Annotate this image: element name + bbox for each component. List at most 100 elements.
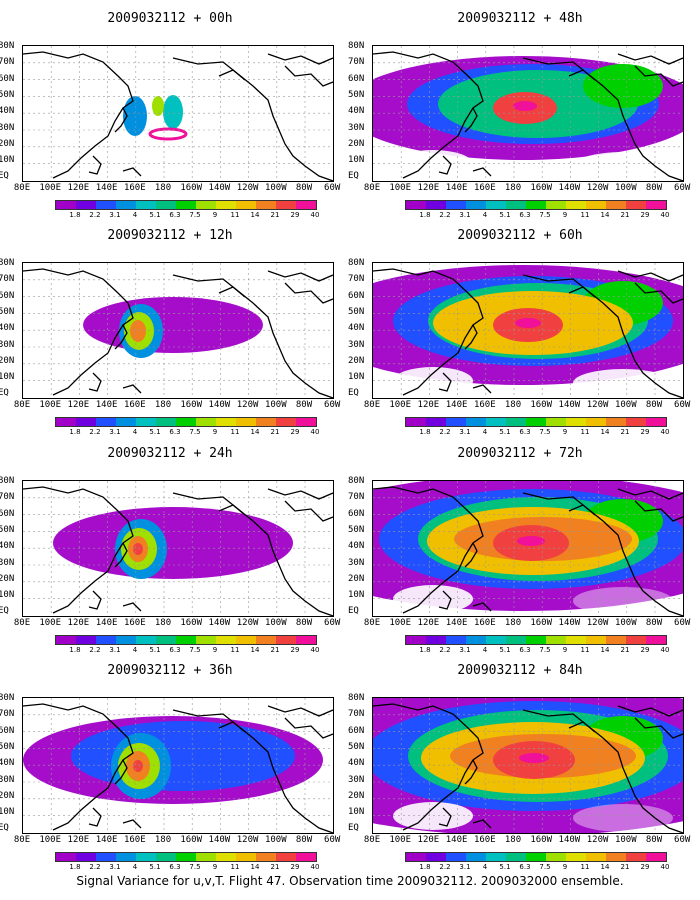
- lon-label: 180: [504, 400, 522, 410]
- colorbar-segment: [176, 201, 196, 209]
- contour-map: [23, 698, 333, 833]
- lon-label: 80W: [295, 183, 313, 193]
- lat-label: EQ: [348, 388, 359, 399]
- colorbar-label: 1.8: [69, 428, 81, 436]
- colorbar-label: 5.1: [149, 863, 161, 871]
- colorbar-label: 9: [212, 211, 218, 219]
- colorbar-label: 6.3: [519, 428, 531, 436]
- lat-label: 50N: [348, 89, 365, 100]
- colorbar-label: 7.5: [189, 646, 201, 654]
- colorbar-label: 9: [562, 211, 568, 219]
- lon-label: 160W: [180, 835, 203, 845]
- lon-label: 80W: [645, 835, 663, 845]
- colorbar: [405, 852, 667, 862]
- lon-label: 100W: [614, 183, 637, 193]
- colorbar-label: 4: [482, 428, 488, 436]
- colorbar-label: 5.1: [499, 428, 511, 436]
- lon-label: 140E: [95, 618, 118, 628]
- lon-label: 80W: [295, 618, 313, 628]
- lon-label: 160W: [530, 835, 553, 845]
- lat-label: 20N: [348, 790, 365, 801]
- lat-label: 20N: [348, 355, 365, 366]
- colorbar-label: 29: [290, 428, 300, 436]
- lat-label: 40N: [348, 106, 365, 117]
- lon-label: 180: [154, 618, 172, 628]
- lon-label: 160E: [473, 835, 496, 845]
- lon-label: 120E: [417, 618, 440, 628]
- lon-label: 120E: [67, 835, 90, 845]
- lon-label: 160W: [180, 400, 203, 410]
- lat-label: 70N: [348, 274, 365, 285]
- colorbar-label: 2.2: [89, 428, 101, 436]
- colorbar-segment: [626, 418, 646, 426]
- colorbar-segment: [296, 853, 316, 861]
- colorbar-label: 14: [600, 863, 610, 871]
- colorbar-label: 21: [270, 428, 280, 436]
- lat-label: 30N: [0, 774, 15, 785]
- colorbar-segment: [586, 636, 606, 644]
- lat-label: 40N: [348, 323, 365, 334]
- colorbar-segment: [176, 636, 196, 644]
- colorbar-label: 14: [250, 863, 260, 871]
- colorbar-label: 7.5: [539, 646, 551, 654]
- contour-map: [373, 698, 683, 833]
- lon-label: 80E: [13, 400, 31, 410]
- colorbar-label: 11: [580, 863, 590, 871]
- colorbar-label: 11: [230, 863, 240, 871]
- colorbar-label: 9: [562, 428, 568, 436]
- colorbar-segment: [276, 853, 296, 861]
- colorbar-segment: [526, 636, 546, 644]
- colorbar-label: 11: [230, 428, 240, 436]
- colorbar-segment: [56, 418, 76, 426]
- lon-label: 140E: [445, 400, 468, 410]
- colorbar-label: 6.3: [169, 428, 181, 436]
- lat-label: 60N: [348, 73, 365, 84]
- lon-label: 180: [504, 835, 522, 845]
- lat-label: 70N: [348, 492, 365, 503]
- lat-label: 40N: [0, 758, 15, 769]
- colorbar-segment: [506, 636, 526, 644]
- colorbar-label: 4: [482, 211, 488, 219]
- colorbar-label: 29: [290, 863, 300, 871]
- colorbar-label: 7.5: [189, 863, 201, 871]
- lat-label: 40N: [0, 323, 15, 334]
- lon-label: 160E: [473, 400, 496, 410]
- lat-label: 20N: [348, 138, 365, 149]
- colorbar-segment: [486, 636, 506, 644]
- colorbar-segment: [506, 201, 526, 209]
- lat-label: 70N: [0, 709, 15, 720]
- colorbar-segment: [56, 201, 76, 209]
- colorbar-label: 9: [562, 646, 568, 654]
- lon-label: 100E: [39, 400, 62, 410]
- map-panel: 2009032112 + 72h 80N 70N 60N 50N 40N 30N 20N 10N…: [348, 440, 690, 655]
- colorbar-label: 29: [640, 863, 650, 871]
- colorbar-label: 6.3: [169, 211, 181, 219]
- colorbar-label: 11: [230, 646, 240, 654]
- lat-label: EQ: [348, 606, 359, 617]
- lat-label: 10N: [0, 372, 15, 383]
- lon-label: 100W: [264, 183, 287, 193]
- lon-label: 140E: [95, 183, 118, 193]
- colorbar-segment: [426, 853, 446, 861]
- lat-label: 40N: [348, 758, 365, 769]
- colorbar-label: 2.2: [439, 863, 451, 871]
- lon-label: 120W: [586, 618, 609, 628]
- colorbar-label: 7.5: [189, 428, 201, 436]
- lat-label: 10N: [0, 155, 15, 166]
- colorbar-label: 29: [640, 211, 650, 219]
- colorbar-label: 5.1: [149, 211, 161, 219]
- colorbar-segment: [56, 636, 76, 644]
- lon-label: 80W: [295, 400, 313, 410]
- panel-title: 2009032112 + 72h: [457, 446, 583, 461]
- colorbar-segment: [156, 636, 176, 644]
- colorbar-label: 21: [620, 428, 630, 436]
- lon-label: 100W: [614, 835, 637, 845]
- lat-label: 10N: [348, 807, 365, 818]
- lat-label: 20N: [0, 138, 15, 149]
- lon-label: 140E: [445, 183, 468, 193]
- colorbar-segment: [606, 853, 626, 861]
- colorbar-label: 7.5: [539, 211, 551, 219]
- lat-label: 60N: [0, 290, 15, 301]
- lon-label: 120W: [586, 183, 609, 193]
- map-area: [22, 45, 334, 182]
